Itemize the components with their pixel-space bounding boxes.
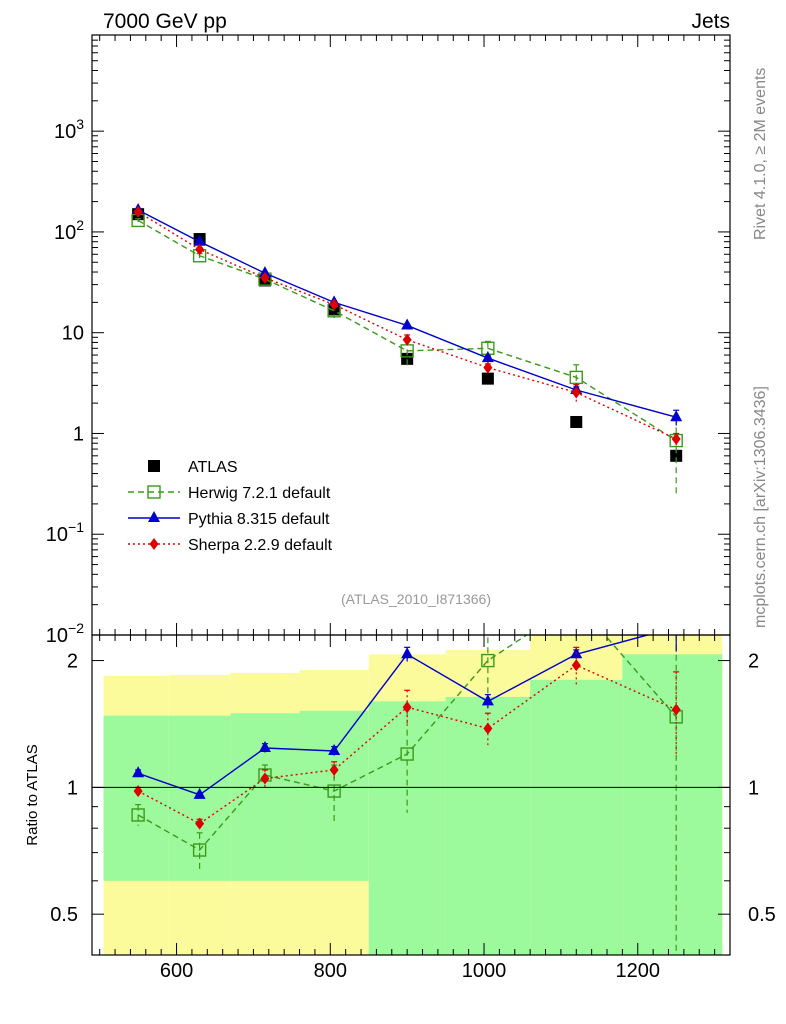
header-left: 7000 GeV pp — [103, 10, 227, 33]
ratio-point-pythia-8-315-default-7 — [670, 620, 682, 631]
ratio-series-group — [131, 596, 683, 955]
ratio-point-herwig-7-2-1-default-0 — [131, 808, 145, 822]
legend-marker-sherpa-2-2-9-default — [149, 538, 159, 550]
band-inner-7 — [622, 654, 723, 955]
ratio-ytick-label-left-0: 0.5 — [50, 904, 78, 926]
rivet-label: Rivet 4.1.0, ≥ 2M events — [752, 68, 769, 240]
main-point-sherpa-2-2-9-default-2 — [260, 271, 270, 284]
ratio-point-sherpa-2-2-9-default-4 — [402, 701, 412, 714]
ratio-point-herwig-7-2-1-default-4 — [400, 747, 414, 761]
header-right: Jets — [691, 10, 730, 33]
legend: ATLAS Herwig 7.2.1 default Pythia 8.315 de… — [128, 459, 333, 554]
main-point-pythia-8-315-default-1 — [193, 234, 206, 246]
ratio-series-sherpa-2-2-9-default — [133, 646, 681, 830]
main-ytick-label-4: 102 — [54, 217, 84, 244]
legend-item-herwig-7-2-1-default: Herwig 7.2.1 default — [128, 485, 331, 502]
ratio-point-sherpa-2-2-9-default-5 — [483, 722, 493, 735]
ratio-point-pythia-8-315-default-2 — [258, 741, 271, 753]
ratio-point-pythia-8-315-default-1 — [193, 787, 206, 799]
ratio-point-herwig-7-2-1-default-1 — [192, 843, 207, 857]
ratio-point-pythia-8-315-default-4 — [401, 647, 414, 659]
legend-label-pythia-8-315-default: Pythia 8.315 default — [188, 511, 330, 528]
ratio-point-herwig-7-2-1-default-5 — [481, 653, 495, 668]
ratio-ytick-label-right-0: 0.5 — [748, 904, 776, 926]
ratio-ytick-label-right-1: 1 — [748, 777, 759, 799]
main-point-atlas-7 — [670, 449, 683, 462]
legend-item-sherpa-2-2-9-default: Sherpa 2.2.9 default — [128, 537, 333, 554]
main-series-sherpa-2-2-9-default — [133, 205, 681, 446]
legend-marker-atlas — [148, 460, 160, 472]
main-point-pythia-8-315-default-4 — [401, 318, 414, 330]
legend-label-herwig-7-2-1-default: Herwig 7.2.1 default — [188, 485, 331, 502]
ratio-point-sherpa-2-2-9-default-7 — [671, 703, 681, 716]
band-inner-0 — [103, 715, 169, 881]
x-tick-label-0: 600 — [160, 960, 193, 982]
main-line-pythia-8-315-default — [137, 209, 677, 418]
legend-marker-pythia-8-315-default — [148, 511, 160, 522]
band-inner-6 — [530, 679, 623, 955]
legend-item-atlas: ATLAS — [148, 459, 238, 476]
ratio-frame — [91, 634, 731, 956]
main-ytick-label-5: 103 — [54, 116, 84, 143]
main-point-sherpa-2-2-9-default-3 — [329, 298, 339, 311]
main-ytick-label-0: 10−2 — [46, 620, 84, 647]
main-point-atlas-5 — [481, 372, 494, 385]
main-series-herwig-7-2-1-default — [131, 213, 683, 495]
ratio-point-sherpa-2-2-9-default-2 — [260, 772, 270, 785]
ratio-point-pythia-8-315-default-3 — [328, 743, 341, 755]
axes-group: 10−2 10−1 1 10 102 103 0.5 0.5 1 1 2 2 600 800 1000 120… — [46, 34, 776, 982]
main-ytick-label-2: 1 — [73, 423, 84, 445]
main-series-group — [131, 203, 683, 495]
legend-label-atlas: ATLAS — [188, 459, 238, 476]
main-ytick-label-1: 10−1 — [46, 519, 84, 546]
main-point-pythia-8-315-default-5 — [481, 351, 494, 363]
legend-item-pythia-8-315-default: Pythia 8.315 default — [128, 511, 330, 528]
ratio-point-pythia-8-315-default-0 — [132, 766, 145, 778]
main-point-sherpa-2-2-9-default-1 — [195, 243, 205, 256]
main-point-sherpa-2-2-9-default-4 — [402, 333, 412, 346]
ratio-y-axis-label: Ratio to ATLAS — [24, 744, 41, 845]
ratio-point-sherpa-2-2-9-default-1 — [195, 817, 205, 830]
main-point-sherpa-2-2-9-default-6 — [571, 386, 581, 399]
legend-label-sherpa-2-2-9-default: Sherpa 2.2.9 default — [188, 537, 333, 554]
ratio-point-pythia-8-315-default-5 — [481, 694, 494, 706]
ratio-point-herwig-7-2-1-default-3 — [327, 784, 341, 798]
main-ytick-label-3: 10 — [62, 323, 84, 345]
main-point-sherpa-2-2-9-default-0 — [133, 205, 143, 218]
legend-marker-herwig-7-2-1-default — [147, 485, 161, 499]
main-point-pythia-8-315-default-7 — [670, 410, 683, 422]
ratio-ytick-label-left-1: 1 — [67, 777, 78, 799]
mcplots-label: mcplots.cern.ch [arXiv:1306.3436] — [752, 386, 769, 628]
ratio-ytick-label-left-2: 2 — [67, 651, 78, 673]
ratio-point-sherpa-2-2-9-default-0 — [133, 785, 143, 798]
main-point-sherpa-2-2-9-default-5 — [483, 361, 493, 374]
analysis-label: (ATLAS_2010_I871366) — [341, 591, 491, 607]
ratio-line-sherpa-2-2-9-default — [137, 664, 677, 825]
main-point-atlas-6 — [570, 415, 583, 428]
ratio-point-sherpa-2-2-9-default-3 — [329, 763, 339, 776]
ratio-point-herwig-7-2-1-default-6 — [570, 596, 582, 608]
ratio-point-sherpa-2-2-9-default-6 — [571, 659, 581, 672]
main-line-sherpa-2-2-9-default — [137, 211, 677, 440]
ratio-line-herwig-7-2-1-default — [137, 635, 677, 851]
ratio-uncertainty-bands — [103, 635, 723, 955]
x-tick-label-3: 1200 — [616, 960, 661, 982]
main-point-atlas-4 — [401, 352, 414, 365]
main-line-herwig-7-2-1-default — [137, 219, 677, 442]
band-inner-2 — [230, 713, 300, 881]
ratio-ytick-label-right-2: 2 — [748, 651, 759, 673]
main-point-sherpa-2-2-9-default-7 — [671, 433, 681, 446]
x-tick-label-2: 1000 — [462, 960, 507, 982]
x-tick-label-1: 800 — [314, 960, 347, 982]
main-point-pythia-8-315-default-2 — [258, 266, 271, 278]
